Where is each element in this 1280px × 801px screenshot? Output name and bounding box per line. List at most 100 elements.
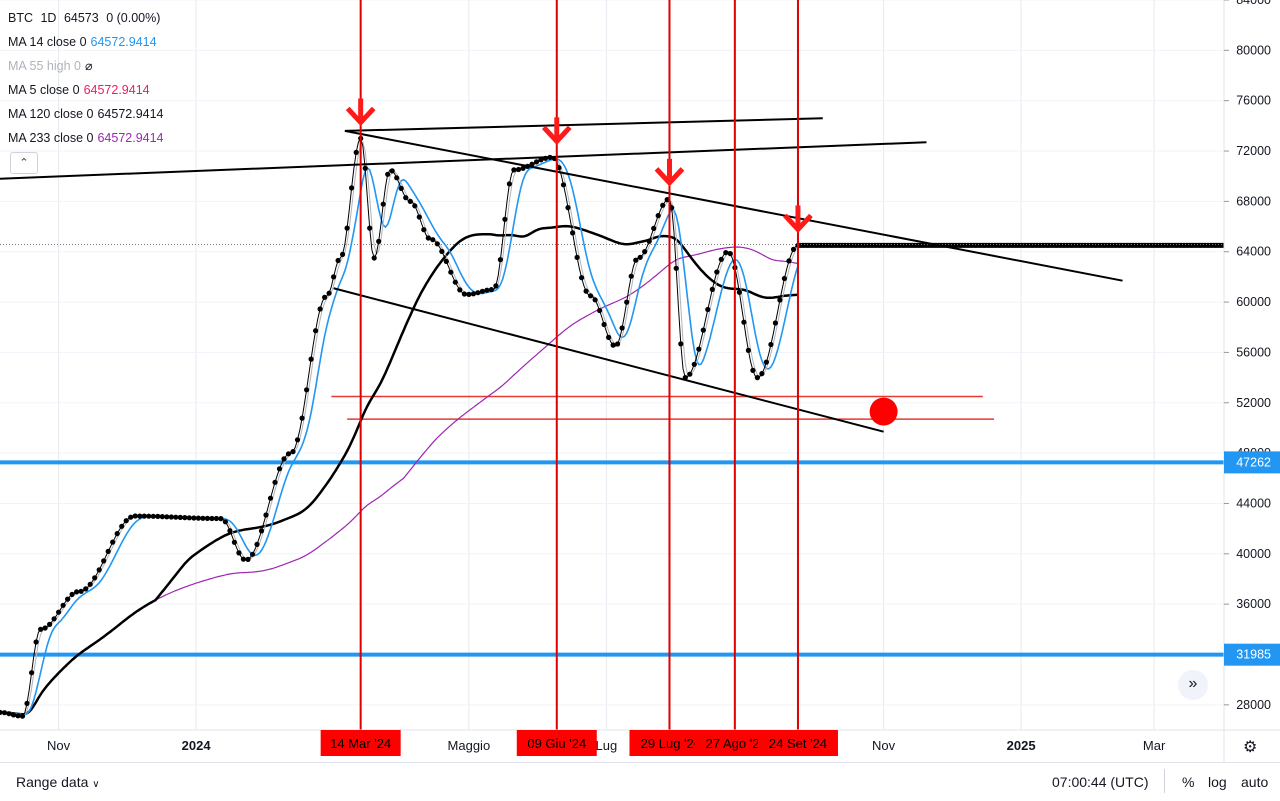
close-point	[570, 230, 576, 236]
time-axis[interactable]: Nov 2024 Maggio Lug Nov 2025 Mar 14 Mar '24 09 G…	[47, 730, 1166, 756]
close-point	[696, 346, 702, 352]
close-point	[588, 293, 594, 299]
close-point	[344, 225, 350, 231]
close-point	[10, 712, 17, 718]
close-point	[335, 257, 341, 264]
close-point	[245, 556, 251, 563]
close-point	[272, 479, 278, 485]
close-point	[191, 515, 197, 521]
close-point	[317, 306, 323, 312]
close-point	[457, 287, 463, 293]
close-point	[633, 257, 639, 263]
price-tick-label: 84000	[1236, 0, 1271, 7]
close-point	[218, 516, 224, 522]
close-point	[538, 157, 544, 163]
close-point	[267, 495, 274, 501]
indicator-value: 64572.9414	[83, 83, 150, 97]
symbol-row[interactable]: BTC 1D 64573 0 (0.00%)	[8, 6, 168, 30]
close-point	[520, 165, 526, 171]
close-point	[529, 161, 535, 167]
close-point	[786, 258, 792, 264]
indicator-row[interactable]: MA 55 high 0 ⌀	[8, 54, 168, 78]
close-point	[781, 275, 788, 282]
close-point	[83, 586, 89, 592]
trendline	[344, 129, 1123, 282]
close-point	[47, 621, 53, 628]
symbol-label: BTC	[8, 11, 33, 25]
close-point	[533, 159, 540, 165]
close-point	[87, 581, 93, 587]
close-point	[326, 290, 332, 296]
log-scale-toggle[interactable]: log	[1208, 774, 1227, 790]
close-point	[60, 602, 66, 608]
close-point	[110, 539, 116, 545]
price-tick-label: 40000	[1236, 547, 1271, 561]
indicator-label: MA 233 close 0	[8, 131, 94, 145]
indicator-row[interactable]: MA 120 close 0 64572.9414	[8, 102, 168, 126]
eye-hidden-icon[interactable]: ⌀	[84, 59, 93, 73]
close-point	[209, 515, 215, 522]
timeframe-label: 1D	[40, 11, 57, 25]
date-badge-label: 09 Giu '24	[527, 736, 586, 751]
price-tick-label: 60000	[1236, 295, 1271, 309]
close-point	[182, 515, 188, 521]
close-point	[362, 165, 368, 171]
close-point	[101, 558, 107, 564]
date-badge: 24 Set '24	[757, 730, 838, 756]
indicator-row[interactable]: MA 5 close 0 64572.9414	[8, 78, 168, 102]
close-point	[709, 286, 715, 292]
close-point	[628, 273, 634, 279]
close-point	[565, 205, 571, 211]
close-point	[150, 513, 156, 519]
close-point	[606, 334, 612, 340]
close-point	[92, 575, 98, 581]
utc-clock[interactable]: 07:00:44 (UTC)	[1052, 774, 1149, 790]
close-point	[254, 541, 260, 548]
close-point	[615, 341, 621, 347]
indicator-row[interactable]: MA 14 close 0 64572.9414	[8, 30, 168, 54]
price-tick-label: 72000	[1236, 144, 1271, 158]
close-point	[660, 202, 666, 208]
indicator-row[interactable]: MA 233 close 0 64572.9414	[8, 126, 168, 150]
price-tick-label: 52000	[1236, 396, 1271, 410]
close-point	[479, 288, 485, 294]
date-badge-label: 24 Set '24	[769, 736, 827, 751]
close-point	[146, 513, 152, 519]
price-tick-label: 56000	[1236, 345, 1271, 359]
close-point	[461, 291, 467, 297]
price-label-badge	[1224, 643, 1280, 666]
close-point	[560, 182, 567, 188]
close-point	[353, 149, 359, 155]
percent-scale-toggle[interactable]: %	[1182, 774, 1195, 790]
close-point	[673, 265, 679, 271]
close-point	[745, 347, 752, 353]
close-point	[619, 325, 625, 331]
price-label-text: 47262	[1236, 455, 1271, 469]
close-point	[258, 528, 265, 534]
close-point	[263, 512, 269, 518]
scroll-to-realtime-button[interactable]: »	[1178, 670, 1208, 700]
close-point	[380, 201, 386, 207]
range-data-button[interactable]: Range data ∨	[16, 774, 100, 790]
time-tick-label: 2024	[182, 738, 212, 753]
collapse-legend-button[interactable]: ⌃	[10, 152, 38, 174]
horizontal-levels	[0, 242, 1280, 657]
close-point	[173, 514, 179, 520]
close-point	[137, 513, 143, 519]
price-value: 64573	[63, 11, 99, 25]
date-badge: 09 Giu '24	[516, 730, 597, 756]
close-point	[506, 181, 512, 187]
close-point	[655, 213, 661, 219]
price-axis[interactable]: 84000 80000 76000 72000 68000 64000 60000 56000…	[0, 0, 1280, 762]
gear-icon[interactable]: ⚙	[1243, 739, 1258, 756]
close-point	[168, 514, 174, 520]
auto-scale-toggle[interactable]: auto	[1241, 774, 1269, 790]
close-point	[155, 513, 161, 520]
ma-120-line	[0, 224, 799, 716]
close-point	[579, 275, 585, 281]
close-point	[777, 297, 783, 303]
indicator-value: 64572.9414	[97, 131, 164, 145]
indicator-value: 64572.9414	[97, 107, 164, 121]
close-point	[141, 513, 147, 519]
